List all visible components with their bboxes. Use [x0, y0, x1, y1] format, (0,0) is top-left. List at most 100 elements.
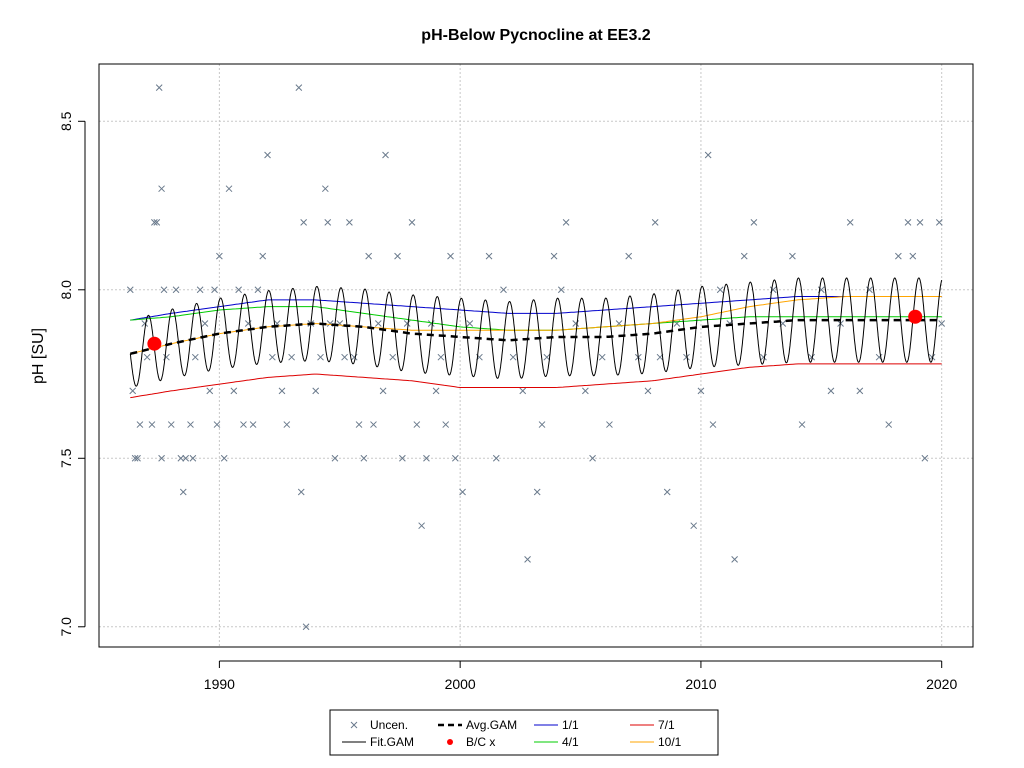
uncensored-point — [151, 219, 158, 226]
uncensored-point — [240, 421, 247, 428]
uncensored-point — [938, 320, 946, 327]
legend: Uncen. Fit.GAM Avg.GAM B/C x 1/1 4/1 7/1 10/1 — [329, 709, 719, 756]
x-tick-label: 2010 — [685, 676, 716, 692]
uncensored-point — [413, 421, 421, 428]
uncensored-point — [589, 454, 596, 462]
uncensored-point — [346, 219, 353, 226]
uncensored-point — [216, 252, 223, 260]
uncensored-point — [750, 219, 758, 226]
uncensored-point — [533, 488, 541, 496]
uncensored-point — [331, 454, 339, 462]
uncensored-point — [172, 286, 180, 294]
uncensored-point — [191, 353, 199, 361]
legend-label: Avg.GAM — [466, 718, 517, 732]
plot-border — [98, 63, 974, 648]
chart-title: pH-Below Pycnocline at EE3.2 — [421, 27, 651, 44]
uncensored-point — [129, 387, 137, 395]
uncensored-point — [317, 353, 324, 361]
uncensored-point — [500, 286, 507, 294]
y-tick-label: 8.0 — [58, 280, 74, 300]
uncensored-point — [355, 421, 363, 428]
uncensored-point — [264, 151, 271, 159]
fit-gam-line — [129, 277, 943, 387]
uncensored-point — [126, 286, 134, 294]
y-tick-label: 7.0 — [58, 617, 74, 637]
legend-uncen-swatch — [350, 721, 358, 729]
uncensored-point — [141, 320, 149, 327]
uncensored-point — [550, 252, 558, 260]
uncensored-point — [300, 219, 308, 226]
uncensored-point — [370, 421, 377, 428]
uncensored-point — [211, 286, 218, 294]
uncensored-point — [177, 454, 185, 462]
uncensored-point — [283, 421, 291, 428]
uncensored-point — [206, 387, 214, 395]
uncensored-point — [716, 286, 724, 294]
uncensored-point — [909, 252, 917, 260]
gridlines — [99, 64, 973, 647]
uncensored-point — [418, 522, 425, 530]
uncensored-point — [341, 353, 348, 361]
uncensored-point — [153, 219, 161, 226]
uncensored-point — [399, 454, 406, 462]
uncensored-point — [213, 421, 221, 428]
uncensored-point — [235, 286, 243, 294]
bc-point — [147, 336, 162, 351]
uncensored-point — [709, 421, 717, 428]
uncensored-point — [524, 556, 531, 563]
legend-label: Uncen. — [370, 718, 408, 732]
uncensored-point — [374, 320, 382, 327]
legend-label: 4/1 — [562, 735, 579, 749]
plot-area — [126, 84, 946, 631]
uncensored-point — [278, 387, 286, 395]
x-tick-label: 2020 — [926, 676, 957, 692]
uncensored-point — [808, 353, 816, 361]
legend-label: 10/1 — [658, 735, 682, 749]
uncensored-point — [885, 421, 893, 428]
uncensored-point — [509, 353, 517, 361]
uncensored-point — [379, 387, 387, 395]
legend-label: B/C x — [466, 735, 495, 749]
uncensored-point — [312, 387, 320, 395]
uncensored-point — [562, 219, 570, 226]
y-axis-label: pH [SU] — [30, 328, 47, 384]
uncensored-point — [189, 454, 197, 462]
uncensored-point — [249, 421, 257, 428]
uncensored-point — [324, 219, 332, 226]
uncensored-point — [731, 556, 738, 563]
uncensored-point — [760, 353, 767, 361]
uncensored-point — [921, 454, 929, 462]
uncensored-point — [160, 286, 168, 294]
uncensored-point — [297, 488, 305, 496]
uncensored-point — [187, 421, 194, 428]
uncensored-point — [220, 454, 228, 462]
uncensored-point — [451, 454, 459, 462]
uncensored-point — [230, 387, 238, 395]
uncensored-point — [225, 185, 233, 193]
uncensored-point — [485, 252, 493, 260]
uncensored-point — [350, 353, 358, 361]
uncensored-point — [179, 488, 187, 496]
uncensored-point — [916, 219, 924, 226]
uncensored-point — [394, 252, 401, 260]
legend-label: 1/1 — [562, 718, 579, 732]
uncensored-point — [432, 387, 440, 395]
uncensored-point — [789, 252, 796, 260]
uncensored-point — [259, 252, 267, 260]
legend-box — [329, 709, 719, 756]
uncensored-point — [196, 286, 204, 294]
uncensored-point — [598, 353, 606, 361]
uncensored-point — [437, 353, 445, 361]
uncensored-point — [182, 454, 190, 462]
uncensored-point — [827, 387, 835, 395]
uncensored-point — [543, 353, 551, 361]
uncensored-point — [423, 454, 430, 462]
uncensored-point — [459, 488, 466, 496]
uncensored-point — [389, 353, 397, 361]
uncensored-point — [606, 421, 613, 428]
uncensored-point — [321, 185, 329, 193]
uncensored-point — [935, 219, 943, 226]
uncensored-point — [582, 387, 589, 395]
uncensored-point — [928, 353, 936, 361]
uncensored-point — [148, 421, 156, 428]
